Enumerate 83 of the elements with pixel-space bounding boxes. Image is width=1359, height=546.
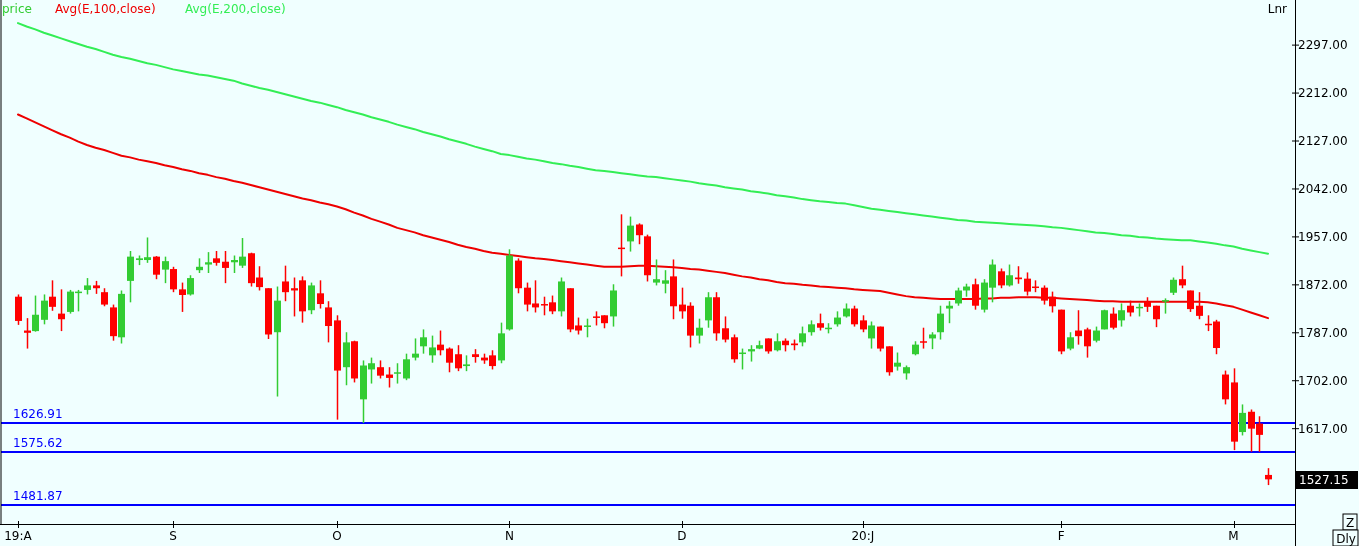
x-tick-label: 20:J: [851, 529, 875, 543]
text: Dly: [1336, 532, 1356, 546]
candlestick: [187, 274, 194, 297]
candlestick: [955, 286, 962, 307]
candlestick: [972, 277, 979, 311]
candlestick: [722, 315, 729, 344]
candlestick: [851, 304, 858, 328]
ref-line-label: 1481.87: [13, 488, 63, 503]
candlestick: [662, 269, 669, 295]
candlestick: [403, 352, 410, 381]
candlestick: [731, 333, 738, 364]
line-series: [17, 113, 1269, 320]
candlestick: [179, 281, 186, 313]
candlestick: [894, 351, 901, 372]
candlestick: [920, 326, 927, 350]
y-tick-label: 1617.00: [1298, 421, 1348, 436]
candlestick: [636, 222, 643, 245]
candlestick: [317, 279, 324, 310]
candlestick: [429, 334, 436, 364]
y-tick-label: 2297.00: [1298, 38, 1348, 53]
y-tick-label: 1787.00: [1298, 325, 1348, 340]
candlestick: [946, 300, 953, 324]
candlestick: [1084, 326, 1091, 359]
x-tick-label: 19:A: [4, 529, 33, 543]
line-series: [17, 22, 1269, 255]
candlestick: [696, 317, 703, 345]
candlestick: [420, 328, 427, 355]
candlestick: [101, 287, 108, 308]
x-tick-label: N: [504, 529, 514, 543]
candlestick: [868, 320, 875, 350]
candlestick: [153, 255, 160, 280]
candlestick: [653, 258, 660, 287]
x-tick-label: S: [169, 529, 177, 543]
candlestick: [1006, 263, 1013, 288]
candlestick: [584, 317, 591, 339]
candlestick: [705, 291, 712, 329]
y-tick-label: 2127.00: [1298, 134, 1348, 149]
y-tick-label: 2212.00: [1298, 86, 1348, 101]
candlestick: [998, 267, 1005, 289]
candlestick: [1075, 309, 1082, 346]
ref-line-label: 1626.91: [13, 407, 63, 422]
y-tick-label: 1702.00: [1298, 373, 1348, 388]
candlestick: [1110, 306, 1117, 331]
text: Avg(E,200,close): [185, 2, 286, 16]
candlestick: [627, 215, 634, 253]
text: price: [2, 2, 32, 16]
candlestick: [412, 337, 419, 362]
candlestick: [1239, 403, 1246, 437]
candlestick: [222, 250, 229, 284]
candlestick: [49, 279, 56, 312]
candlestick: [877, 325, 884, 353]
x-tick-label: M: [1228, 529, 1239, 543]
y-tick-label: 2042.00: [1298, 182, 1348, 197]
x-tick-label: F: [1057, 529, 1065, 543]
x-tick-label: O: [332, 529, 342, 543]
candlestick: [1118, 302, 1125, 328]
candlestick: [799, 325, 806, 348]
candlestick: [394, 362, 401, 385]
candlestick: [1196, 291, 1203, 320]
candlestick: [1179, 264, 1186, 289]
candlestick: [32, 294, 39, 333]
text: 1527.15: [1299, 473, 1349, 487]
y-tick-label: 1957.00: [1298, 230, 1348, 245]
candlestick: [455, 344, 462, 372]
candlestick: [1187, 289, 1194, 313]
candlestick: [446, 346, 453, 374]
candlestick: [205, 251, 212, 274]
candlestick: [58, 288, 65, 332]
y-tick-label: 1872.00: [1298, 278, 1348, 293]
candlestick: [170, 266, 177, 293]
candlestick: [1067, 331, 1074, 352]
x-tick-label: D: [677, 529, 687, 543]
candlestick: [937, 304, 944, 341]
candlestick: [282, 264, 289, 302]
ref-line-label: 1575.62: [13, 436, 63, 451]
text: Avg(E,100,close): [55, 2, 156, 16]
annotation: Lnr: [1267, 2, 1288, 16]
candlestick: [774, 332, 781, 353]
candlestick: [162, 255, 169, 284]
candlestick: [325, 300, 332, 344]
candlestick: [377, 359, 384, 380]
candlestick: [437, 329, 444, 357]
candlestick: [41, 293, 48, 326]
